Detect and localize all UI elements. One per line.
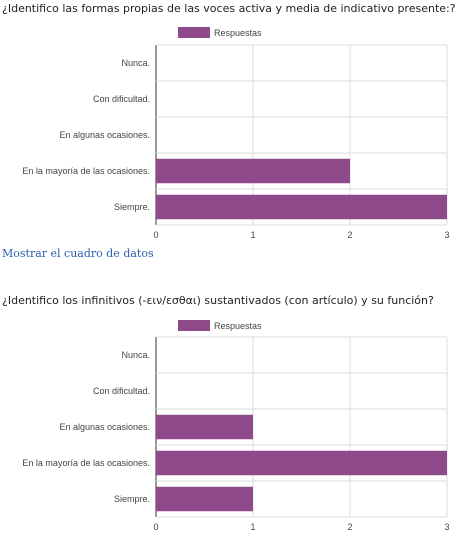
chart1-category-label-3: En la mayoría de las ocasiones. (22, 166, 150, 176)
chart1-title: ¿Identifico las formas propias de las vo… (2, 2, 456, 15)
chart2-tick-3: 3 (444, 522, 449, 532)
chart1-tick-1: 1 (250, 230, 255, 240)
chart2-tick-1: 1 (250, 522, 255, 532)
show-data-table-link[interactable]: Mostrar el cuadro de datos (2, 247, 154, 260)
chart1-category-label-2: En algunas ocasiones. (59, 130, 150, 140)
chart1-category-label-1: Con dificultad. (93, 94, 150, 104)
chart1: Respuestas 0 1 2 3 Nunca. Con dificultad. En al… (22, 27, 450, 240)
chart2-bar-2 (156, 414, 253, 440)
chart2-category-label-2: En algunas ocasiones. (59, 422, 150, 432)
chart2-bar-4 (156, 486, 253, 512)
chart1-category-label-4: Siempre. (114, 202, 150, 212)
chart2-legend-swatch (178, 320, 210, 331)
chart1-bar-4 (156, 194, 447, 220)
chart2-bar-3 (156, 450, 447, 476)
chart1-tick-0: 0 (153, 230, 158, 240)
chart2-legend-label: Respuestas (214, 321, 262, 331)
chart1-legend-label: Respuestas (214, 28, 262, 38)
chart1-tick-2: 2 (347, 230, 352, 240)
chart2-category-label-4: Siempre. (114, 494, 150, 504)
chart2-category-label-1: Con dificultad. (93, 386, 150, 396)
chart2: Respuestas 0 1 2 3 Nunca. Con dificultad. En al… (22, 320, 450, 532)
chart1-bar-3 (156, 158, 350, 184)
chart1-category-label-0: Nunca. (121, 58, 150, 68)
chart1-tick-3: 3 (444, 230, 449, 240)
chart2-title: ¿Identifico los infinitivos (-ειν/εσθαι)… (2, 294, 434, 307)
chart2-tick-2: 2 (347, 522, 352, 532)
chart2-category-label-0: Nunca. (121, 350, 150, 360)
chart1-legend-swatch (178, 27, 210, 38)
chart2-tick-0: 0 (153, 522, 158, 532)
chart2-category-label-3: En la mayoría de las ocasiones. (22, 458, 150, 468)
